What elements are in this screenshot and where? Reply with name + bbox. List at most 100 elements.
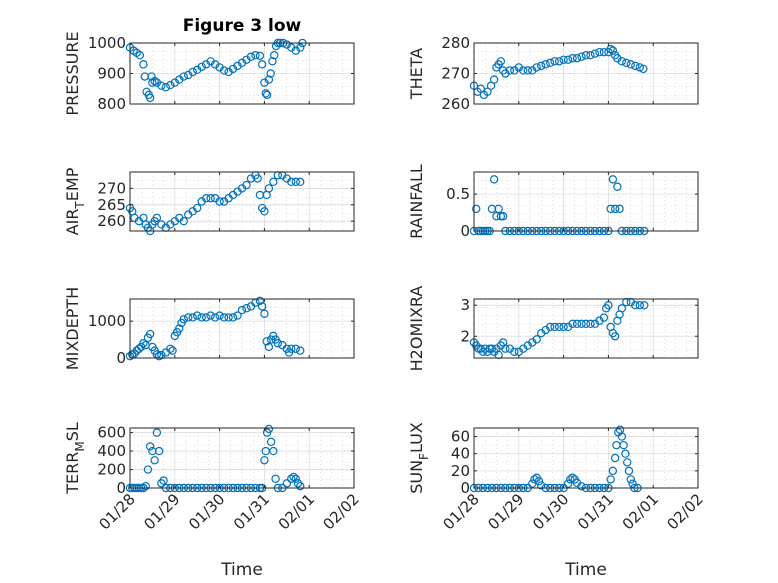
subplot-rainfall: 0 0.5 RAINFALL — [407, 164, 699, 240]
chart-7-ytick-label: 40 — [451, 445, 470, 463]
chart-7-point-41 — [617, 432, 627, 441]
chart-6-point-14 — [157, 479, 166, 488]
chart-1-point-32 — [595, 47, 604, 57]
chart-4-point-32 — [224, 313, 233, 322]
chart-3-axes-box — [473, 171, 699, 232]
chart-4-point-23 — [184, 313, 193, 322]
chart-4-point-20 — [175, 324, 184, 333]
chart-4-point-26 — [197, 313, 206, 322]
chart-5-point-27 — [559, 322, 568, 332]
chart-0-point-20 — [188, 67, 197, 77]
chart-4-point-24 — [188, 313, 197, 322]
chart-2-point-19 — [192, 203, 202, 213]
chart-7-point-25 — [568, 473, 577, 482]
chart-1-point-41 — [626, 60, 636, 69]
chart-0-ytick-label: 900 — [97, 65, 126, 83]
chart-6-point-11 — [150, 456, 159, 465]
chart-7-point-28 — [577, 482, 586, 491]
chart-1-point-6 — [489, 75, 499, 84]
chart-4-point-51 — [287, 344, 296, 353]
chart-7-point-35 — [606, 475, 615, 484]
chart-6-point-12 — [152, 428, 162, 437]
chart-4-point-29 — [210, 313, 220, 322]
chart-2-point-16 — [179, 216, 188, 226]
chart-7-point-47 — [628, 479, 637, 488]
chart-7-point-43 — [621, 449, 630, 458]
chart-4-ylabel: MIXDEPTH — [63, 287, 82, 370]
chart-1-point-15 — [519, 66, 528, 75]
chart-1-point-31 — [590, 49, 600, 58]
chart-0-point-34 — [251, 51, 260, 60]
chart-6-xtick-label: 02/02 — [320, 490, 363, 533]
chart-3-point-13 — [498, 212, 508, 221]
chart-0-point-15 — [166, 80, 175, 90]
chart-5-point-26 — [554, 322, 564, 332]
chart-6-point-8 — [143, 465, 153, 474]
chart-6-xtick-label: 01/30 — [185, 490, 228, 533]
chart-2-point-24 — [215, 197, 224, 206]
chart-4-point-34 — [233, 311, 242, 320]
chart-1-point-27 — [572, 54, 582, 63]
chart-0-point-43 — [270, 51, 279, 60]
chart-5-plot-area — [474, 299, 698, 358]
chart-4-point-47 — [273, 339, 283, 348]
chart-7-point-37 — [610, 453, 620, 463]
chart-6-ytick-label: 400 — [97, 442, 126, 460]
chart-2-point-30 — [242, 180, 251, 190]
chart-1-point-20 — [541, 60, 550, 69]
chart-4-point-6 — [139, 339, 148, 348]
chart-3-point-38 — [606, 204, 615, 214]
chart-0-point-10 — [148, 78, 157, 87]
chart-0-point-36 — [257, 60, 267, 69]
chart-4-ytick-label: 0 — [116, 349, 126, 367]
chart-1-ylabel: THETA — [407, 48, 426, 100]
chart-4-point-17 — [168, 346, 177, 355]
chart-1-point-25 — [563, 55, 573, 64]
chart-6-xlabel: Time — [220, 560, 263, 580]
chart-7-point-14 — [530, 475, 539, 484]
chart-5-point-24 — [545, 322, 555, 332]
chart-4-point-40 — [257, 302, 267, 311]
chart-5-ylabel: H2OMIXRA — [407, 286, 426, 372]
chart-0-point-51 — [296, 43, 305, 52]
chart-0-point-38 — [261, 89, 270, 98]
chart-6-point-45 — [271, 474, 280, 483]
chart-7-point-17 — [537, 481, 546, 490]
chart-2-point-45 — [296, 177, 305, 187]
chart-0-point-14 — [161, 83, 171, 92]
chart-7-xtick-label: 01/31 — [574, 490, 617, 533]
chart-5-point-49 — [640, 301, 649, 310]
chart-6-point-48 — [282, 479, 291, 488]
chart-7-ytick-label: 20 — [451, 462, 470, 480]
chart-7-xtick-label: 02/02 — [664, 490, 707, 533]
chart-6-point-53 — [296, 481, 305, 491]
chart-4-point-28 — [206, 311, 215, 320]
chart-5-point-44 — [617, 304, 627, 313]
chart-4-point-43 — [264, 342, 274, 352]
chart-0-point-39 — [262, 90, 272, 100]
chart-6-xtick-label: 01/31 — [230, 490, 273, 533]
chart-0-point-4 — [139, 60, 148, 69]
chart-4-point-52 — [291, 344, 300, 353]
chart-5-point-21 — [532, 335, 541, 344]
chart-1-point-9 — [496, 57, 506, 66]
chart-0-point-27 — [219, 66, 229, 75]
chart-0-point-42 — [268, 57, 277, 66]
chart-0-point-22 — [197, 62, 206, 71]
chart-6-point-52 — [293, 479, 303, 488]
chart-1-point-23 — [554, 57, 564, 66]
chart-1-point-22 — [550, 57, 559, 66]
chart-2-point-10 — [152, 213, 162, 223]
chart-0-title: Figure 3 low — [183, 16, 302, 36]
chart-5-axes-box — [473, 298, 699, 359]
chart-1-ytick-label: 270 — [441, 65, 470, 83]
subplot-pressure: 800 900 1000 PRESSURE Figure 3 low — [63, 16, 355, 116]
chart-0-ylabel: PRESSURE — [63, 31, 82, 115]
chart-1-point-28 — [577, 52, 586, 61]
chart-0-point-18 — [179, 72, 188, 81]
chart-1-point-44 — [639, 64, 648, 74]
chart-5-ytick-label: 3 — [460, 296, 470, 314]
chart-3-point-11 — [494, 204, 503, 214]
chart-6-point-43 — [266, 437, 276, 447]
chart-4-point-16 — [166, 344, 175, 353]
